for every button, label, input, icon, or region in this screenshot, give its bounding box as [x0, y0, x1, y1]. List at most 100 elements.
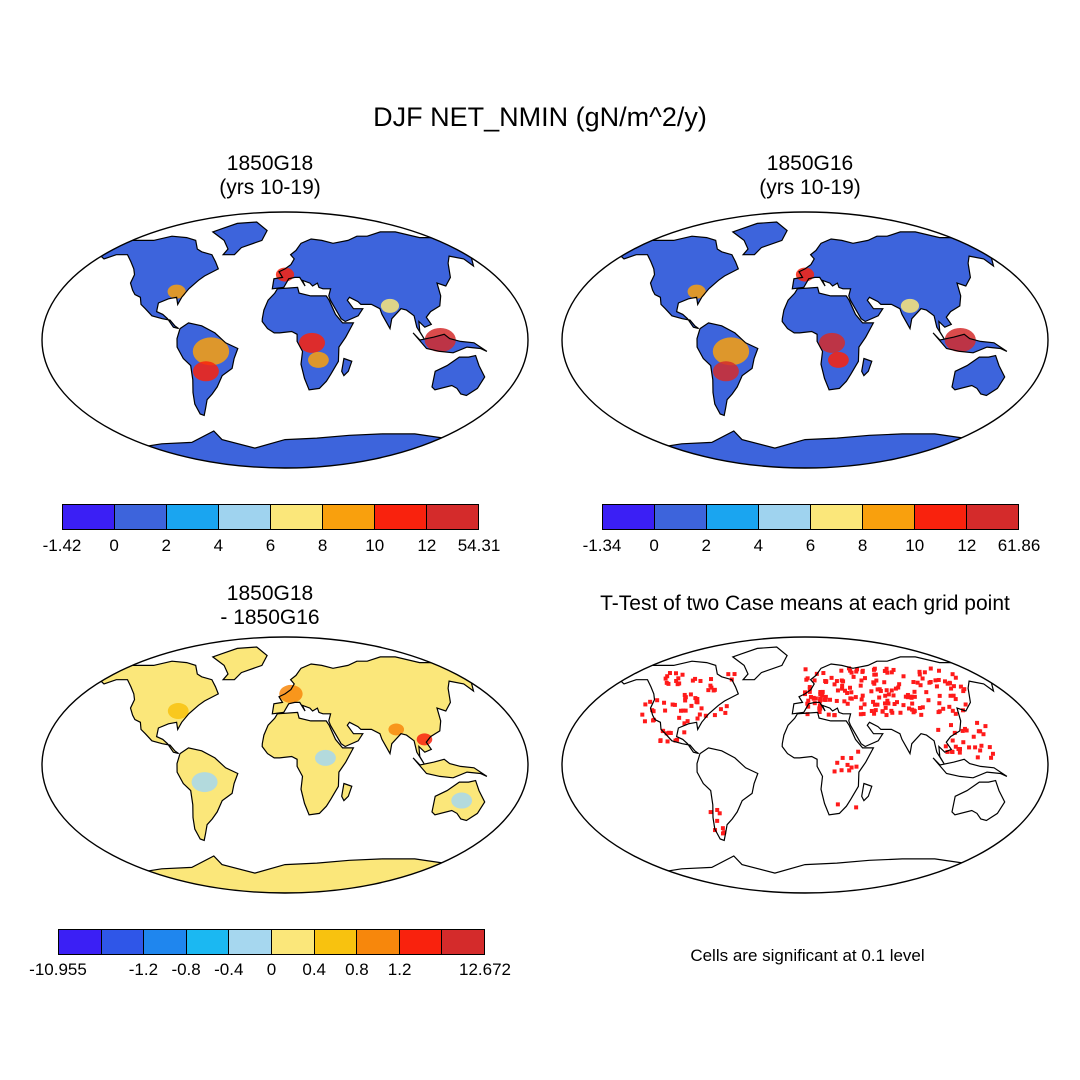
sig-cell-48 [693, 676, 698, 681]
sig-cell-294 [720, 826, 725, 831]
sig-cell-244 [960, 728, 965, 733]
sig-cell-192 [882, 701, 887, 706]
madagascar-land [861, 783, 872, 801]
colorbar-label-2: -1.2 [128, 960, 159, 979]
sig-cell-52 [640, 712, 645, 717]
sig-cell-231 [806, 704, 811, 709]
sig-cell-220 [869, 708, 874, 713]
sig-cell-172 [806, 698, 811, 703]
sig-cell-28 [648, 699, 653, 704]
sig-cell-287 [854, 764, 859, 769]
hotspot-5 [275, 267, 295, 282]
sig-cell-205 [807, 689, 812, 694]
sig-cell-7 [683, 708, 688, 713]
sig-cell-260 [978, 729, 983, 734]
sig-cell-155 [898, 710, 903, 715]
colorbar-label-8: 54.31 [457, 536, 501, 555]
australia-land [952, 355, 1005, 396]
colorbar-label-1: 0 [649, 536, 659, 555]
sig-cell-241 [981, 732, 986, 737]
sig-cell-150 [953, 697, 958, 702]
sig-cell-215 [862, 676, 867, 681]
hotspot-layer [687, 267, 976, 382]
sig-cell-151 [845, 701, 850, 706]
sig-cell-206 [875, 687, 880, 692]
hotspot-5 [795, 267, 815, 282]
samerica-land [697, 747, 758, 841]
europe-coast [271, 231, 481, 339]
sig-cell-54 [709, 677, 714, 682]
sig-cell-93 [920, 676, 925, 681]
colorbar-box-1 [655, 505, 707, 529]
sig-cell-126 [936, 668, 941, 673]
madagascar-land [341, 783, 352, 801]
sig-cell-255 [978, 748, 983, 753]
hotspot-3 [315, 749, 336, 766]
sig-cell-56 [651, 718, 656, 723]
sig-cell-86 [882, 680, 887, 685]
sig-cell-217 [896, 685, 901, 690]
hotspot-2 [818, 332, 845, 353]
sig-cell-292 [856, 749, 861, 754]
sig-cell-59 [712, 713, 717, 718]
sig-cell-89 [901, 674, 906, 679]
sig-cell-276 [682, 721, 687, 726]
coastline-layer [616, 646, 1008, 893]
sig-cell-279 [682, 730, 687, 735]
sig-cell-169 [928, 666, 933, 671]
colorbar-label-1: 0 [109, 536, 119, 555]
sig-cell-81 [821, 671, 826, 676]
sig-cell-123 [862, 702, 867, 707]
sig-cell-75 [817, 710, 822, 715]
indonesia-coast [412, 757, 488, 779]
sig-cell-251 [948, 723, 953, 728]
sig-cell-281 [658, 739, 663, 744]
madagascar-coast [861, 782, 873, 802]
africa-coast [261, 286, 355, 391]
figure-title: DJF NET_NMIN (gN/m^2/y) [373, 102, 707, 132]
sig-cell-209 [937, 709, 942, 714]
sig-cell-76 [834, 698, 839, 703]
sig-cell-68 [883, 693, 888, 698]
sig-cell-53 [709, 685, 714, 690]
sig-cell-32 [690, 678, 695, 683]
madagascar-land [861, 358, 872, 376]
map-border [41, 636, 529, 894]
sig-cell-157 [885, 698, 890, 703]
sig-cell-137 [823, 679, 828, 684]
sig-cell-26 [651, 709, 656, 714]
africa-coast [781, 286, 875, 391]
colorbar-label-5: 8 [317, 536, 328, 555]
sig-cell-168 [832, 713, 837, 718]
greenland-coast [731, 646, 788, 681]
sig-cell-17 [678, 708, 683, 713]
colorbar-box-3 [759, 505, 811, 529]
sig-cell-132 [849, 696, 854, 701]
sig-cell-35 [703, 713, 708, 718]
colorbar-label-0: -10.955 [29, 960, 87, 979]
sig-cell-41 [670, 702, 675, 707]
sig-cell-254 [975, 720, 980, 725]
sig-cell-124 [924, 690, 929, 695]
sig-cell-109 [860, 693, 865, 698]
sig-cell-261 [971, 734, 976, 739]
sig-cell-87 [922, 670, 927, 675]
sig-cell-136 [848, 685, 853, 690]
africa-land [262, 712, 354, 815]
sig-cell-97 [872, 666, 877, 671]
colorbar-label-0: -1.34 [582, 536, 622, 555]
hotspot-6 [167, 284, 186, 299]
colorbar-box-0 [603, 505, 655, 529]
sig-cell-146 [860, 669, 865, 674]
panel-title-diff-line1: 1850G18 [226, 582, 314, 605]
colorbar-label-0: -1.42 [42, 536, 82, 555]
map-border [561, 636, 1049, 894]
sig-cell-23 [681, 708, 686, 713]
sig-cell-232 [846, 666, 851, 671]
sig-cell-221 [892, 702, 897, 707]
sig-cell-285 [839, 768, 844, 773]
colorbar-label-8: 61.86 [997, 536, 1041, 555]
sig-cell-72 [918, 683, 923, 688]
sig-cell-249 [979, 743, 984, 748]
sig-cell-216 [829, 675, 834, 680]
